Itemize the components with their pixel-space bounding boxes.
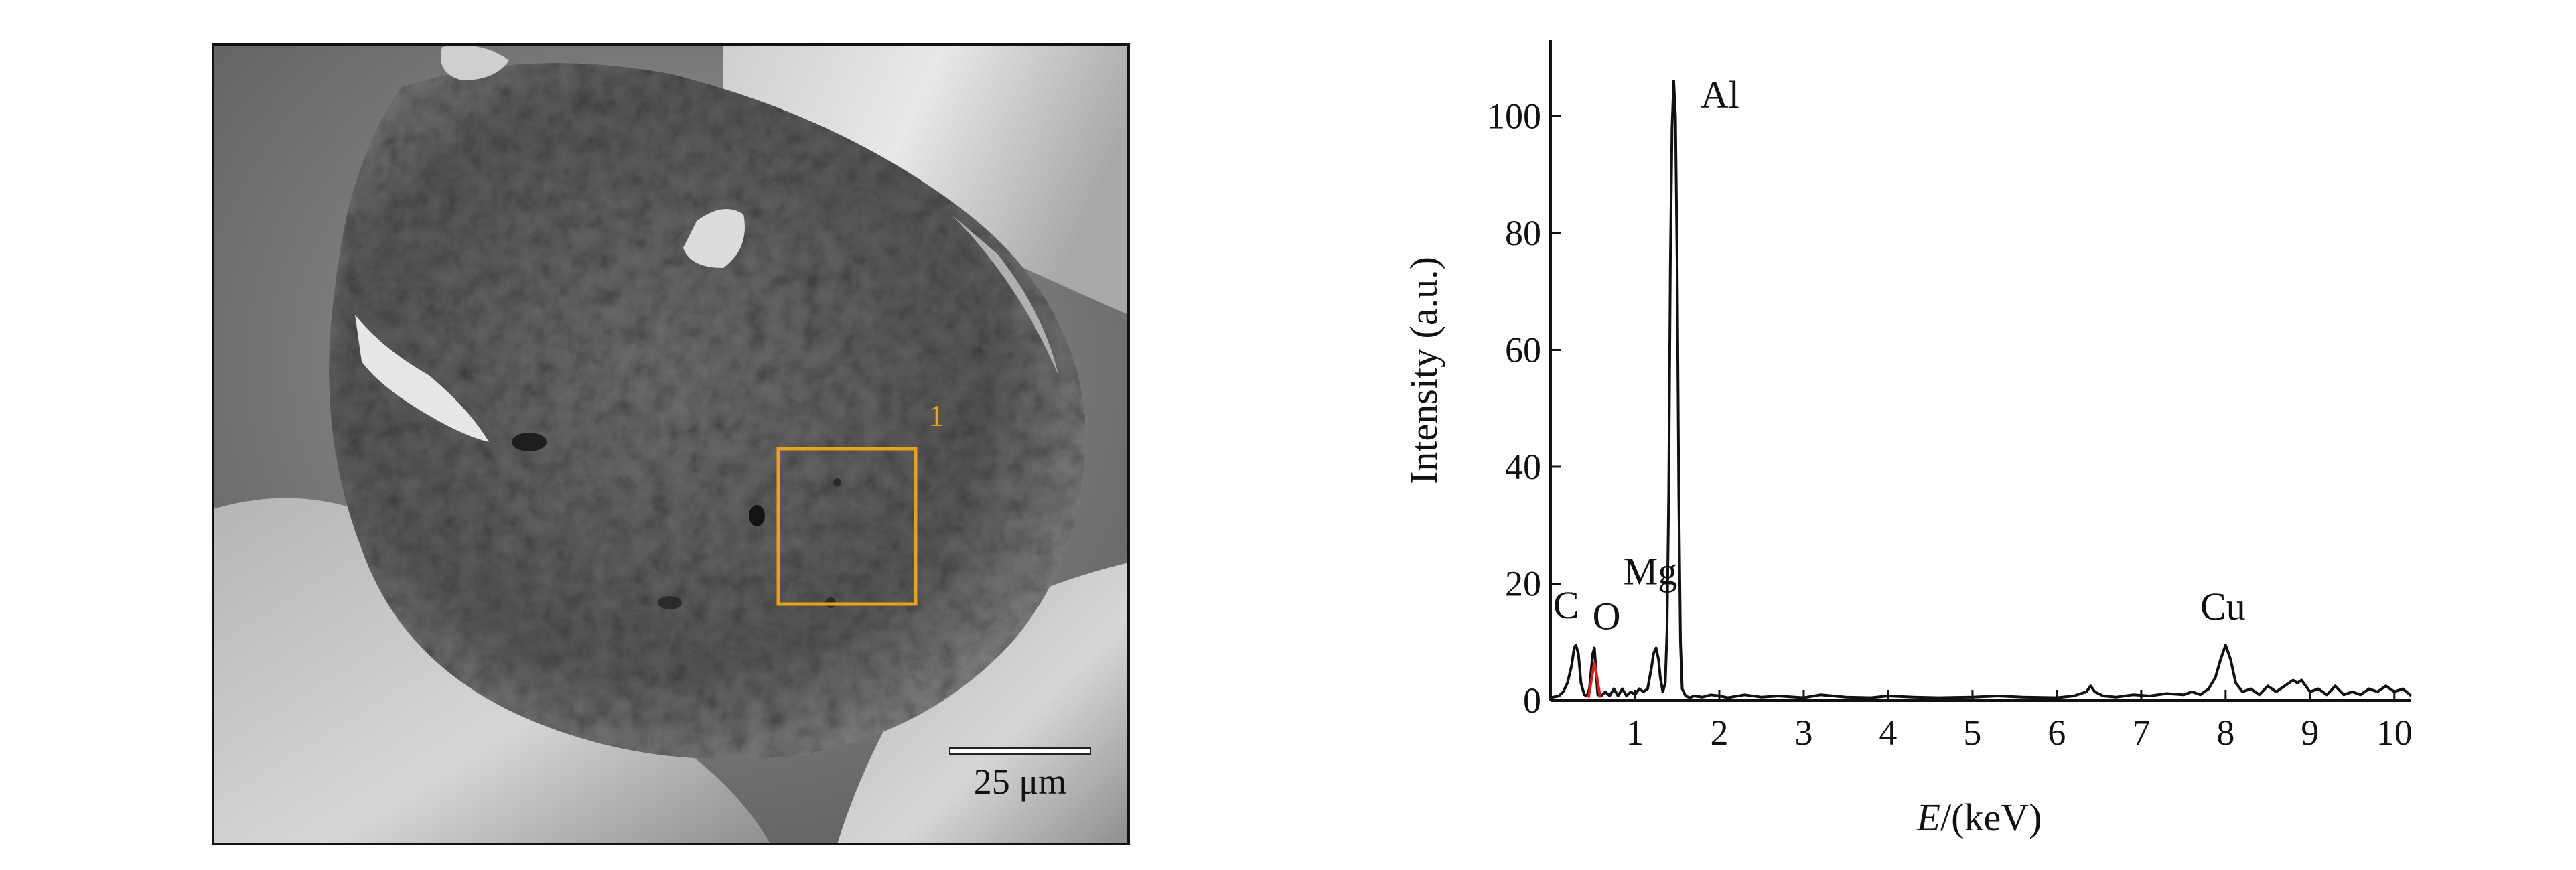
x-tick-label: 7 [2132, 713, 2150, 753]
y-tick-label: 20 [1505, 563, 1541, 603]
peak-label: Mg [1624, 549, 1678, 593]
y-axis-label: Intensity (a.u.) [1402, 257, 1445, 484]
x-tick-label: 4 [1879, 713, 1897, 753]
y-tick-label: 60 [1505, 330, 1541, 370]
y-tick-label: 80 [1505, 213, 1541, 253]
eds-region-label: 1 [929, 398, 944, 433]
spectrum-series-line [1550, 80, 2413, 699]
x-tick-label: 9 [2301, 713, 2319, 753]
x-tick-label: 8 [2216, 713, 2234, 753]
y-tick-label: 0 [1523, 680, 1541, 721]
sem-image-panel: 1 25 μm [212, 43, 1130, 845]
chart-axes: 0 20 40 60 80 100 1 2 3 4 5 6 7 8 9 10 [1487, 40, 2413, 753]
x-tick-label: 2 [1710, 713, 1728, 753]
x-tick-label: 3 [1794, 713, 1812, 753]
x-tick-label: 10 [2376, 713, 2413, 753]
x-tick-label: 6 [2048, 713, 2066, 753]
spectrum-series-line [1587, 661, 1602, 698]
peak-label: Al [1701, 73, 1739, 117]
scale-bar [949, 747, 1091, 755]
y-tick-label: 100 [1487, 96, 1541, 136]
scale-bar-label: 25 μm [974, 762, 1066, 802]
x-axis-label: E/(keV) [1916, 796, 2042, 839]
peak-label: C [1553, 583, 1579, 627]
x-tick-label: 1 [1626, 713, 1644, 753]
peak-label: Cu [2200, 585, 2246, 628]
x-tick-label: 5 [1963, 713, 1981, 753]
y-tick-label: 40 [1505, 447, 1541, 487]
chart-annotations: Al Mg C O Cu [1553, 73, 2246, 638]
eds-region-box [776, 447, 918, 606]
eds-spectrum-chart: 0 20 40 60 80 100 1 2 3 4 5 6 7 8 9 10 Al Mg C O Cu Intensi… [1402, 40, 2413, 839]
sem-image-frame [212, 43, 1130, 845]
peak-label: O [1593, 594, 1621, 638]
chart-series-layer [1550, 80, 2413, 699]
